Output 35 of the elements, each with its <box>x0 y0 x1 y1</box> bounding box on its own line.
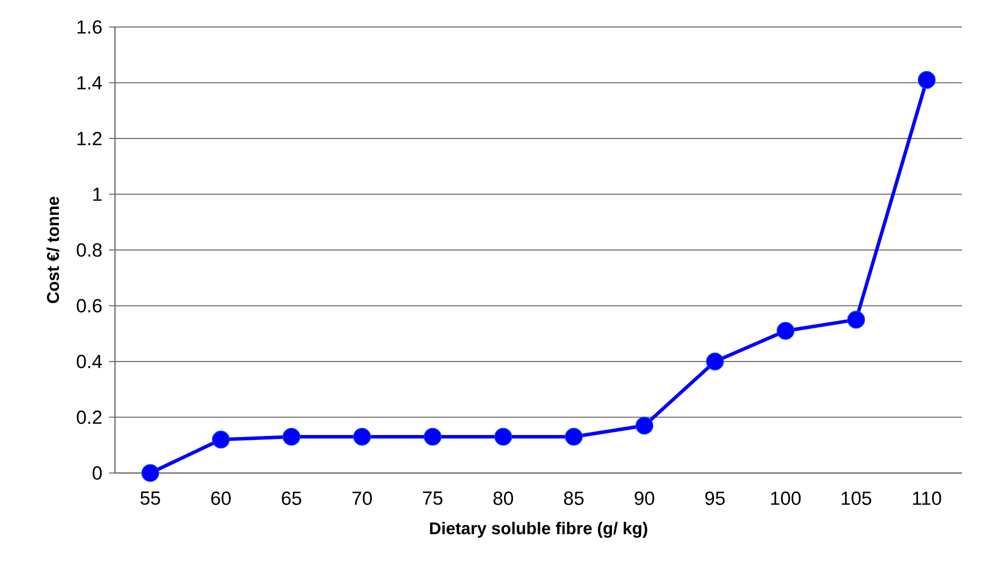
x-tick-label: 60 <box>211 492 231 505</box>
point <box>776 322 794 340</box>
x-tick-label: 110 <box>913 492 942 505</box>
x-tick-label: 105 <box>842 492 872 505</box>
x-tick-label: 75 <box>423 492 442 505</box>
y-tick-label: 0.2 <box>76 410 102 424</box>
x-axis-title: Dietary soluble fibre (g/ kg) <box>430 522 648 538</box>
x-tick-label: 55 <box>140 492 160 505</box>
y-tick-label: 0.4 <box>76 354 102 368</box>
x-tick-label: 85 <box>564 492 584 505</box>
point <box>212 430 230 448</box>
y-tick-label: 0.6 <box>76 299 102 312</box>
y-tick-label: 1.6 <box>78 20 102 34</box>
y-tick-label: 0.8 <box>76 243 102 257</box>
y-tick-label: 1.4 <box>78 76 102 90</box>
point <box>282 428 300 446</box>
point <box>564 428 583 446</box>
point <box>141 464 160 482</box>
y-tick-label: 1.2 <box>78 132 102 146</box>
point <box>424 428 442 446</box>
x-tick-label: 80 <box>493 492 514 505</box>
x-tick-label: 90 <box>634 492 654 505</box>
point <box>353 428 371 446</box>
point <box>847 310 866 329</box>
x-tick-label: 65 <box>282 492 302 505</box>
x-tick-label: 70 <box>352 492 372 505</box>
point <box>494 428 512 446</box>
point <box>706 352 724 370</box>
point <box>918 71 936 89</box>
x-tick-label: 95 <box>705 492 725 505</box>
x-tick-label: 100 <box>771 492 801 505</box>
y-tick-label: 0 <box>92 466 102 480</box>
y-axis-title: Cost €/ tonne <box>46 196 60 304</box>
y-tick-label: 1 <box>93 188 102 201</box>
point <box>635 416 654 435</box>
